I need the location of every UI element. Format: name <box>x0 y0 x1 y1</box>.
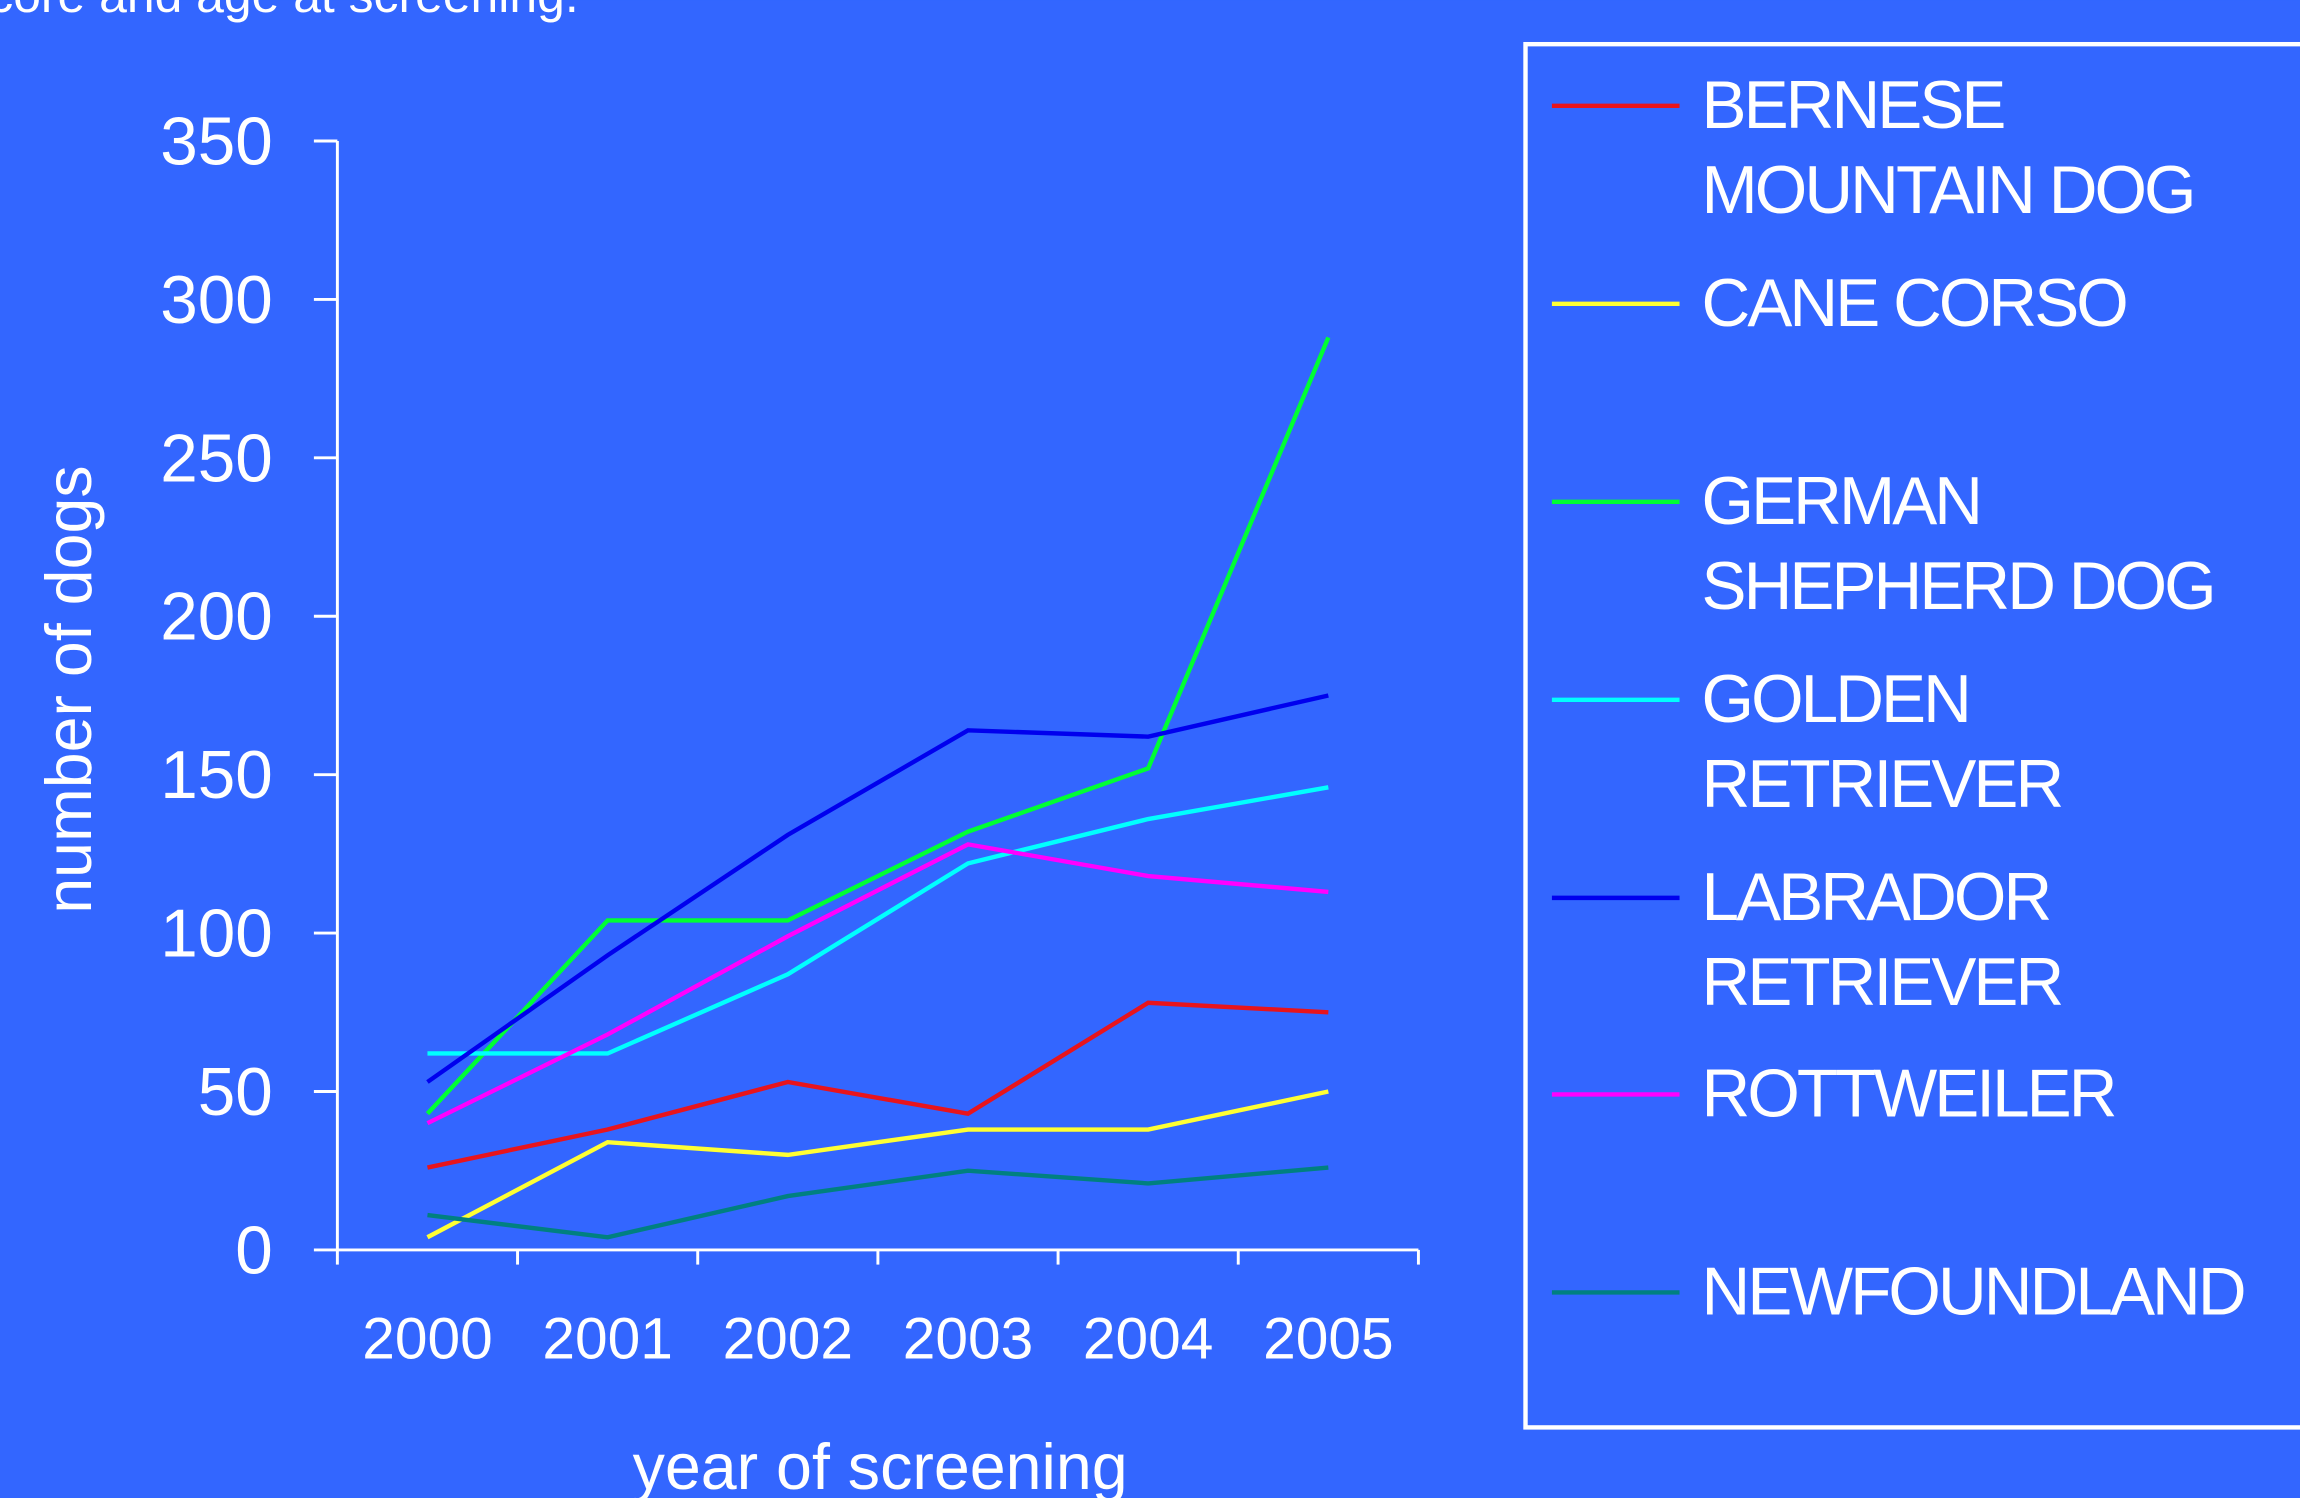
y-tick-label: 250 <box>160 421 273 496</box>
legend-item: ROTTWEILER <box>1701 1054 2118 1132</box>
legend-item: BERNESE MOUNTAIN DOG <box>1701 66 2197 228</box>
x-axis-label: year of screening <box>633 1431 1128 1498</box>
x-tick-label: 2003 <box>903 1306 1034 1371</box>
legend-box <box>1523 41 2300 1430</box>
legend-label: LABRADOR RETRIEVER <box>1701 858 2065 1020</box>
series-line <box>426 1089 1329 1240</box>
legend-label: NEWFOUNDLAND <box>1701 1252 2247 1330</box>
legend-item: NEWFOUNDLAND <box>1701 1252 2247 1330</box>
legend-label: GOLDEN RETRIEVER <box>1701 660 2065 822</box>
legend-label: BERNESE MOUNTAIN DOG <box>1701 66 2197 228</box>
y-tick-label: 350 <box>160 104 273 179</box>
y-axis-label: number of dogs <box>33 465 105 913</box>
series-line <box>427 1165 1329 1240</box>
legend-label: GERMAN SHEPHERD DOG <box>1701 462 2217 624</box>
x-tick-label: 2004 <box>1083 1306 1214 1371</box>
series-line <box>425 336 1331 1116</box>
y-tick-label: 50 <box>198 1055 273 1130</box>
x-tick-label: 2002 <box>723 1306 854 1371</box>
y-tick-label: 0 <box>235 1213 273 1288</box>
y-tick-label: 100 <box>160 897 273 972</box>
y-tick-label: 150 <box>160 738 273 813</box>
legend-item: GOLDEN RETRIEVER <box>1701 660 2065 822</box>
series-line <box>426 842 1329 1126</box>
caption: core and age at screening. <box>0 0 579 23</box>
x-tick-label: 2000 <box>362 1306 493 1371</box>
x-tick-label: 2005 <box>1263 1306 1394 1371</box>
legend-label: CANE CORSO <box>1701 264 2129 341</box>
y-tick-label: 300 <box>160 263 273 338</box>
legend-item: LABRADOR RETRIEVER <box>1701 858 2065 1020</box>
legend-item: GERMAN SHEPHERD DOG <box>1701 462 2217 624</box>
series-line <box>426 693 1329 1084</box>
legend-label: ROTTWEILER <box>1701 1054 2118 1132</box>
x-tick-label: 2001 <box>542 1306 673 1371</box>
y-tick-label: 200 <box>160 580 273 655</box>
legend-item: CANE CORSO <box>1701 264 2129 341</box>
series-line <box>427 785 1329 1056</box>
series-line <box>427 1000 1329 1170</box>
